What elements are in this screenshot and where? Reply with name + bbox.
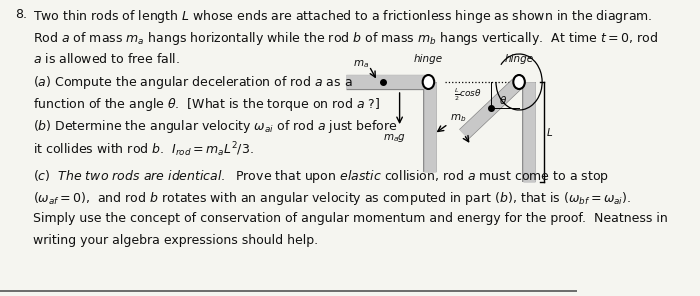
Text: $\frac{L}{2}cos\theta$: $\frac{L}{2}cos\theta$: [454, 86, 482, 103]
Text: writing your algebra expressions should help.: writing your algebra expressions should …: [33, 234, 318, 247]
Text: $m_b$: $m_b$: [450, 112, 466, 124]
Text: Two thin rods of length $L$ whose ends are attached to a frictionless hinge as s: Two thin rods of length $L$ whose ends a…: [33, 8, 652, 25]
Text: $\theta$: $\theta$: [498, 94, 507, 106]
Text: $(c)$  $\mathit{The\ two\ rods\ are\ identical.}$  Prove that upon $\mathit{elas: $(c)$ $\mathit{The\ two\ rods\ are\ iden…: [33, 168, 609, 185]
Text: $(a)$ Compute the angular deceleration of rod $a$ as a: $(a)$ Compute the angular deceleration o…: [33, 74, 353, 91]
Text: $L$: $L$: [546, 126, 554, 138]
Text: hinge: hinge: [414, 54, 443, 64]
Text: $m_a$: $m_a$: [353, 58, 369, 70]
Text: 8.: 8.: [15, 8, 27, 21]
Circle shape: [423, 75, 434, 89]
Text: it collides with rod $b$.  $I_{rod} = m_aL^2/3$.: it collides with rod $b$. $I_{rod} = m_a…: [33, 140, 253, 159]
Text: $(\omega_{af}=0)$,  and rod $b$ rotates with an angular velocity as computed in : $(\omega_{af}=0)$, and rod $b$ rotates w…: [33, 190, 631, 207]
Text: hinge: hinge: [505, 54, 533, 64]
Text: Rod $a$ of mass $m_a$ hangs horizontally while the rod $b$ of mass $m_b$ hangs v: Rod $a$ of mass $m_a$ hangs horizontally…: [33, 30, 658, 47]
Text: $a$ is allowed to free fall.: $a$ is allowed to free fall.: [33, 52, 180, 66]
Text: function of the angle $\theta$.  [What is the torque on rod $a$ ?]: function of the angle $\theta$. [What is…: [33, 96, 380, 113]
Text: $m_ag$: $m_ag$: [383, 132, 406, 144]
Text: $(b)$ Determine the angular velocity $\omega_{ai}$ of rod $a$ just before: $(b)$ Determine the angular velocity $\o…: [33, 118, 398, 135]
Text: Simply use the concept of conservation of angular momentum and energy for the pr: Simply use the concept of conservation o…: [33, 212, 668, 225]
Circle shape: [513, 75, 525, 89]
